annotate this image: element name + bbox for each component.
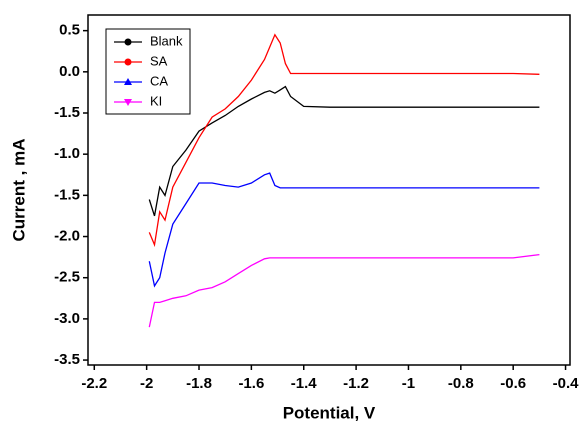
y-tick-label: -1.5 — [54, 186, 80, 203]
y-tick-label: 0.0 — [59, 63, 80, 80]
x-axis-label: Potential, V — [283, 403, 376, 422]
y-axis-label: Current , mA — [9, 139, 28, 242]
series-line — [148, 172, 540, 288]
legend-label: SA — [150, 53, 168, 68]
y-tick-label: -1.5 — [54, 104, 80, 121]
x-tick-label: -1.8 — [186, 375, 212, 392]
y-tick-label: -2.0 — [54, 227, 80, 244]
x-tick-label: -2 — [140, 375, 153, 392]
series-line — [148, 33, 540, 248]
legend-label: Blank — [150, 33, 183, 48]
plot-frame — [87, 14, 571, 366]
x-tick-label: -1 — [402, 375, 415, 392]
series-line — [148, 85, 540, 217]
legend-marker — [124, 38, 132, 46]
legend-label: CA — [150, 73, 168, 88]
y-tick-label: 0.5 — [59, 22, 80, 39]
x-tick-label: -1.4 — [291, 375, 318, 392]
y-tick-label: -3.0 — [54, 310, 80, 327]
legend-box — [105, 28, 191, 115]
x-tick-label: -0.8 — [448, 375, 474, 392]
legend-marker — [124, 99, 132, 106]
y-tick-label: -3.5 — [54, 351, 80, 368]
legend-marker — [124, 78, 132, 85]
x-tick-label: -1.6 — [238, 375, 264, 392]
x-tick-label: -2.2 — [81, 375, 107, 392]
legend-label: KI — [150, 93, 162, 108]
x-tick-label: -1.2 — [343, 375, 369, 392]
series-line — [148, 253, 540, 328]
y-tick-label: -1.0 — [54, 145, 80, 162]
y-tick-label: -2.5 — [54, 269, 80, 286]
x-tick-label: -0.4 — [553, 375, 579, 392]
x-tick-label: -0.6 — [500, 375, 526, 392]
legend-marker — [124, 58, 132, 66]
